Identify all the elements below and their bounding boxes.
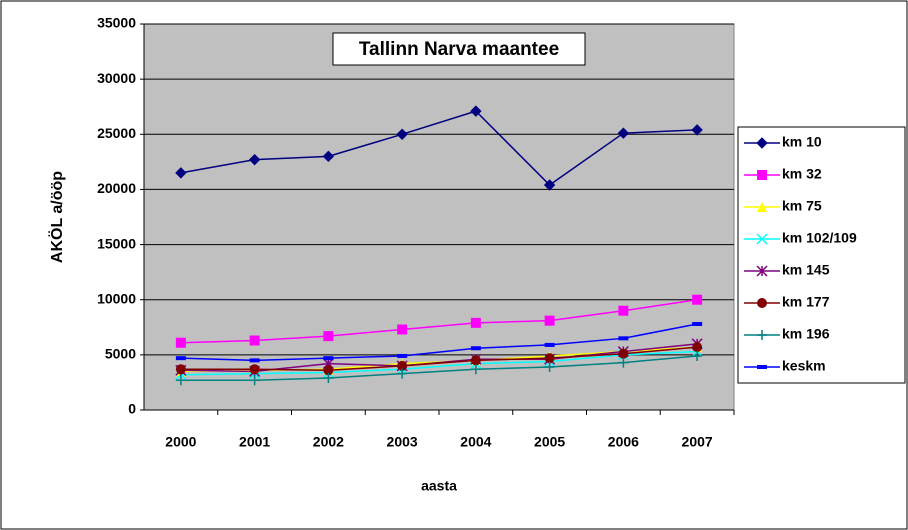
marker bbox=[323, 331, 334, 342]
marker bbox=[249, 358, 260, 363]
series-line bbox=[180, 323, 698, 362]
y-tick-label: 5000 bbox=[105, 346, 136, 362]
marker bbox=[248, 153, 261, 166]
marker bbox=[175, 364, 186, 375]
marker bbox=[249, 335, 260, 346]
marker bbox=[618, 336, 629, 341]
marker bbox=[544, 342, 555, 347]
y-axis-label: AKÖL a/ööp bbox=[47, 171, 66, 263]
legend-label: km 32 bbox=[782, 166, 822, 182]
x-tick-label: 2000 bbox=[165, 434, 196, 450]
legend-marker bbox=[756, 265, 768, 277]
y-tick-label: 20000 bbox=[97, 180, 136, 196]
legend-label: km 177 bbox=[782, 294, 830, 310]
series-line bbox=[180, 298, 698, 344]
marker bbox=[470, 364, 481, 375]
marker bbox=[323, 365, 334, 376]
marker bbox=[544, 315, 555, 326]
marker bbox=[618, 305, 629, 316]
y-tick-label: 15000 bbox=[97, 235, 136, 251]
series-line bbox=[180, 110, 698, 186]
marker bbox=[249, 364, 260, 375]
y-tick-label: 10000 bbox=[97, 290, 136, 306]
marker bbox=[175, 375, 186, 386]
plot-area bbox=[143, 23, 735, 411]
marker bbox=[175, 167, 187, 179]
y-tick-label: 25000 bbox=[97, 125, 136, 141]
x-tick-label: 2007 bbox=[682, 434, 713, 450]
marker bbox=[396, 128, 408, 140]
marker bbox=[249, 375, 260, 386]
y-tick-label: 0 bbox=[128, 401, 136, 417]
series-line bbox=[180, 346, 698, 372]
x-tick-label: 2006 bbox=[608, 434, 639, 450]
legend-marker bbox=[757, 298, 767, 308]
legend bbox=[737, 126, 906, 384]
marker bbox=[692, 321, 703, 326]
marker bbox=[397, 353, 408, 358]
marker bbox=[618, 348, 629, 359]
marker bbox=[397, 368, 408, 379]
chart-title: Tallinn Narva maantee bbox=[359, 39, 559, 60]
legend-marker bbox=[757, 170, 767, 180]
legend-label: km 102/109 bbox=[782, 230, 857, 246]
legend-label: km 145 bbox=[782, 262, 830, 278]
x-tick-label: 2004 bbox=[460, 434, 491, 450]
marker bbox=[692, 342, 703, 353]
marker bbox=[323, 356, 334, 361]
marker bbox=[397, 324, 408, 335]
x-axis-label: aasta bbox=[421, 478, 457, 494]
marker bbox=[543, 179, 556, 191]
legend-label: km 10 bbox=[782, 134, 822, 150]
marker bbox=[691, 124, 703, 136]
marker bbox=[322, 150, 335, 163]
legend-marker bbox=[757, 365, 767, 369]
marker bbox=[470, 105, 482, 117]
legend-marker bbox=[756, 233, 768, 245]
marker bbox=[544, 353, 555, 364]
legend-marker bbox=[757, 330, 767, 340]
marker bbox=[470, 317, 481, 328]
legend-marker bbox=[757, 202, 767, 212]
x-tick-label: 2001 bbox=[239, 434, 270, 450]
legend-marker bbox=[756, 137, 768, 149]
marker bbox=[544, 361, 555, 372]
marker bbox=[470, 346, 481, 351]
series-line bbox=[180, 350, 698, 376]
y-tick-label: 35000 bbox=[97, 15, 136, 31]
legend-label: km 196 bbox=[782, 326, 830, 342]
legend-label: keskm bbox=[782, 358, 826, 374]
y-tick-label: 30000 bbox=[97, 70, 136, 86]
marker bbox=[175, 356, 186, 361]
marker bbox=[618, 357, 629, 368]
marker bbox=[692, 294, 703, 305]
marker bbox=[617, 127, 630, 139]
marker bbox=[397, 360, 408, 371]
title-box bbox=[332, 32, 586, 66]
marker bbox=[692, 350, 703, 361]
marker bbox=[175, 337, 186, 348]
x-tick-label: 2003 bbox=[387, 434, 418, 450]
series-line bbox=[180, 355, 698, 381]
marker bbox=[470, 355, 481, 366]
legend-label: km 75 bbox=[782, 198, 822, 214]
x-tick-label: 2005 bbox=[534, 434, 565, 450]
x-tick-label: 2002 bbox=[313, 434, 344, 450]
marker bbox=[323, 373, 334, 384]
